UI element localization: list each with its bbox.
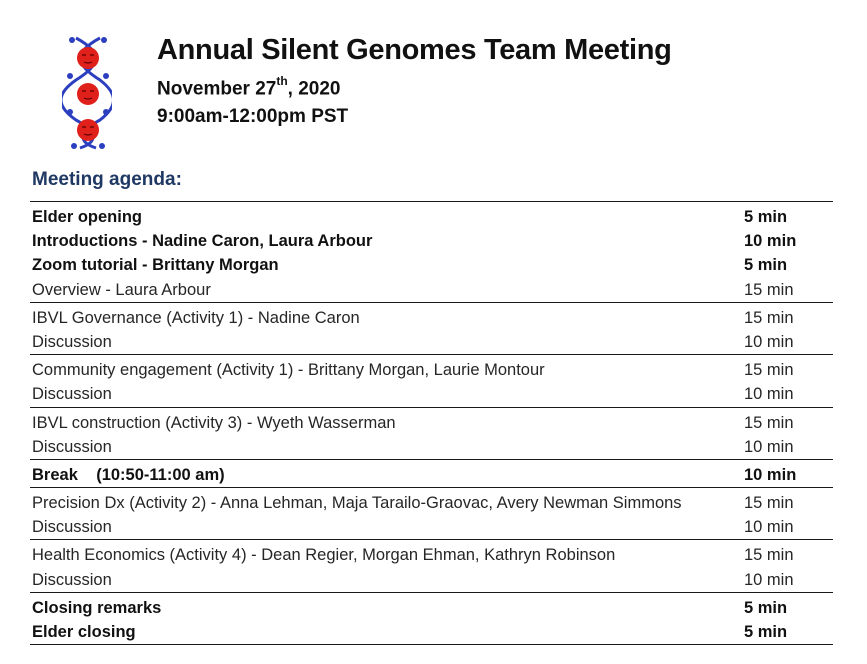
agenda-row: Break (10:50-11:00 am) 10 min	[30, 463, 833, 487]
agenda-section: Precision Dx (Activity 2) - Anna Lehman,…	[30, 487, 833, 539]
agenda-duration: 15 min	[744, 361, 794, 380]
agenda-item: Discussion	[32, 518, 112, 537]
agenda-row: Community engagement (Activity 1) - Brit…	[30, 358, 833, 382]
agenda-row: Discussion 10 min	[30, 382, 833, 406]
agenda-row: IBVL Governance (Activity 1) - Nadine Ca…	[30, 306, 833, 330]
agenda-item: Zoom tutorial - Brittany Morgan	[32, 256, 279, 275]
meeting-date: November 27th, 2020	[157, 74, 341, 100]
agenda-row: Zoom tutorial - Brittany Morgan 5 min	[30, 253, 833, 277]
agenda-duration: 10 min	[744, 437, 794, 456]
agenda-duration: 15 min	[744, 280, 794, 299]
agenda-section: IBVL Governance (Activity 1) - Nadine Ca…	[30, 301, 833, 354]
agenda-duration: 15 min	[744, 413, 794, 432]
agenda-duration: 10 min	[744, 465, 797, 484]
agenda-item: Discussion	[32, 570, 112, 589]
agenda-row: Discussion 10 min	[30, 330, 833, 354]
agenda-item: Overview - Laura Arbour	[32, 280, 211, 299]
agenda-duration: 5 min	[744, 208, 788, 226]
agenda-duration: 10 min	[744, 570, 794, 589]
date-main: November 27	[157, 78, 277, 100]
date-ordinal: th	[276, 74, 288, 88]
agenda-item: Discussion	[32, 437, 112, 456]
agenda-table: Elder opening 5 min Introductions - Nadine…	[30, 201, 833, 646]
agenda-heading: Meeting agenda:	[32, 169, 182, 190]
agenda-section: Health Economics (Activity 4) - Dean Reg…	[30, 539, 833, 591]
agenda-item: IBVL Governance (Activity 1) - Nadine Ca…	[32, 308, 360, 327]
agenda-row: Discussion 10 min	[30, 435, 833, 459]
meeting-time: 9:00am-12:00pm PST	[157, 106, 349, 127]
agenda-row: Elder opening 5 min	[30, 205, 833, 229]
agenda-section: Community engagement (Activity 1) - Brit…	[30, 354, 833, 406]
agenda-row: IBVL construction (Activity 3) - Wyeth W…	[30, 411, 833, 435]
agenda-duration: 10 min	[744, 518, 794, 537]
agenda-row: Overview - Laura Arbour 15 min	[30, 278, 833, 302]
agenda-row: Closing remarks 5 min	[30, 596, 833, 620]
agenda-duration: 10 min	[744, 332, 794, 351]
agenda-row: Elder closing 5 min	[30, 620, 833, 644]
agenda-duration: 5 min	[744, 598, 788, 617]
agenda-item: Discussion	[32, 385, 112, 404]
agenda-section: IBVL construction (Activity 3) - Wyeth W…	[30, 406, 833, 459]
agenda-duration: 15 min	[744, 308, 794, 327]
agenda-row: Discussion 10 min	[30, 515, 833, 539]
agenda-item: Introductions - Nadine Caron, Laura Arbo…	[32, 232, 373, 251]
date-year: , 2020	[287, 78, 341, 100]
agenda-duration: 10 min	[744, 232, 797, 251]
agenda-item: Elder closing	[32, 623, 136, 641]
meeting-title: Annual Silent Genomes Team Meeting	[157, 34, 672, 66]
agenda-section: Elder opening 5 min Introductions - Nadine…	[30, 201, 833, 302]
agenda-duration: 5 min	[744, 623, 788, 641]
agenda-row: Introductions - Nadine Caron, Laura Arbo…	[30, 229, 833, 253]
agenda-item: Break (10:50-11:00 am)	[32, 465, 225, 484]
agenda-item: Community engagement (Activity 1) - Brit…	[32, 361, 545, 380]
agenda-item: Discussion	[32, 332, 112, 351]
agenda-section: Break (10:50-11:00 am) 10 min	[30, 458, 833, 487]
agenda-item: IBVL construction (Activity 3) - Wyeth W…	[32, 413, 396, 432]
agenda-row: Health Economics (Activity 4) - Dean Reg…	[30, 543, 833, 567]
agenda-row: Discussion 10 min	[30, 568, 833, 592]
agenda-duration: 5 min	[744, 256, 788, 275]
agenda-duration: 15 min	[744, 546, 794, 565]
agenda-row: Precision Dx (Activity 2) - Anna Lehman,…	[30, 491, 833, 515]
agenda-duration: 10 min	[744, 385, 794, 404]
agenda-item: Closing remarks	[32, 598, 162, 617]
agenda-duration: 15 min	[744, 494, 794, 513]
agenda-item: Precision Dx (Activity 2) - Anna Lehman,…	[32, 494, 682, 513]
dna-helix-faces-icon	[62, 36, 112, 150]
agenda-item: Health Economics (Activity 4) - Dean Reg…	[32, 546, 616, 565]
agenda-section: Closing remarks 5 min Elder closing 5 min	[30, 591, 833, 646]
agenda-item: Elder opening	[32, 208, 143, 226]
